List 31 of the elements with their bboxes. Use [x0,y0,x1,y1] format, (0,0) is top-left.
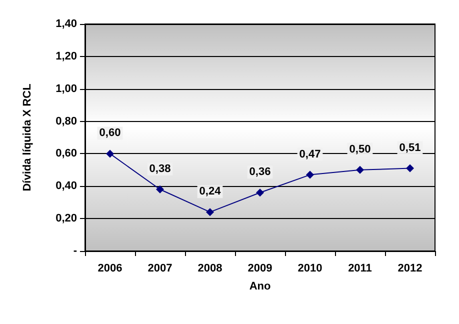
y-tick-label: 0,80 [56,115,77,128]
x-tick-label: 2008 [198,262,222,274]
y-tick-label: 0,40 [56,180,77,192]
data-label: 0,38 [149,162,171,175]
y-tick-label: 0,60 [56,148,77,160]
point [356,166,364,174]
point [206,208,214,216]
x-tick-label: 2012 [398,262,422,274]
data-label: 0,24 [199,186,222,198]
x-tick-label: 2007 [148,262,172,274]
data-label: 0,60 [99,127,121,140]
point [106,150,114,158]
x-axis-title: Ano [249,280,271,292]
data-label: 0,47 [299,148,321,160]
point [306,170,314,179]
point [156,185,164,194]
x-tick-label: 2011 [348,262,372,274]
y-axis-title: Dívida líquida X RCL [22,83,34,192]
y-tick-label: 1,40 [56,18,77,30]
y-tick-label: - [73,245,78,257]
data-label: 0,51 [399,142,421,154]
point [256,188,264,197]
x-tick-label: 2006 [98,262,122,274]
y-tick-label: 1,00 [56,82,77,95]
x-tick-label: 2009 [248,262,272,274]
point [406,164,414,172]
y-tick-label: 0,20 [56,212,77,225]
x-tick-label: 2010 [298,262,322,274]
data-label: 0,36 [249,166,271,178]
y-tick-label: 1,20 [56,50,77,62]
data-label: 0,50 [349,143,371,156]
